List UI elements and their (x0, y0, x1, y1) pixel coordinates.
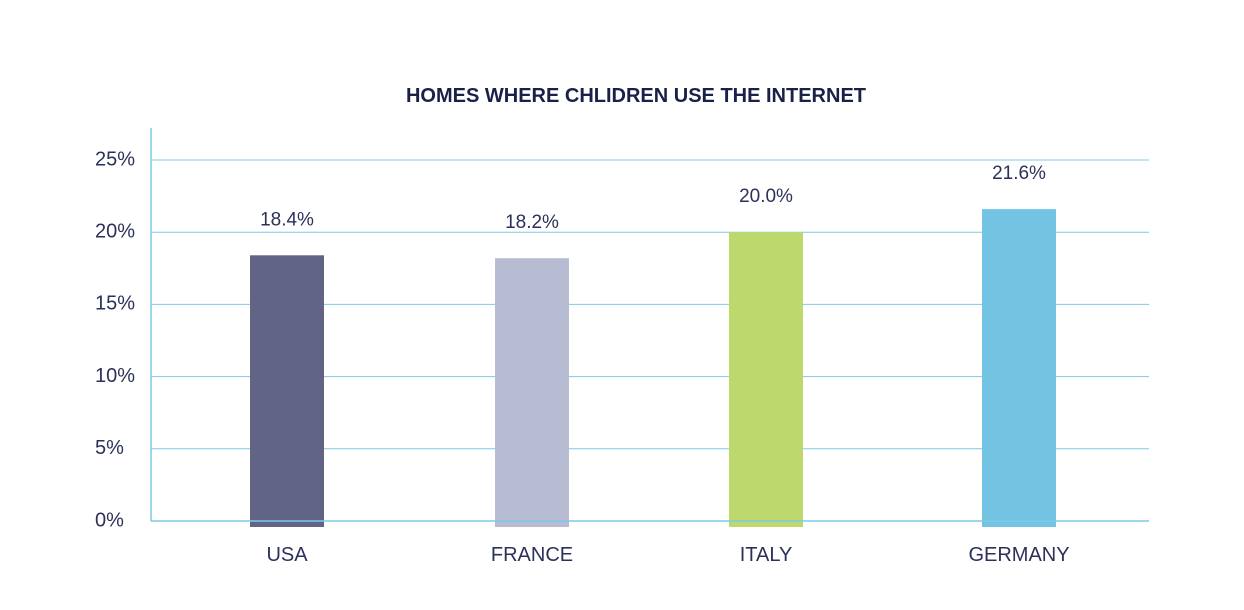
data-label: 20.0% (739, 186, 793, 207)
bar-italy (729, 232, 803, 527)
y-tick-label: 25% (95, 148, 135, 170)
bars (250, 209, 1056, 527)
y-tick-label: 20% (95, 220, 135, 242)
x-category-label: USA (266, 544, 308, 566)
x-axis-category-labels: USA FRANCE ITALY GERMANY (266, 544, 1069, 566)
data-label: 18.2% (505, 212, 559, 233)
y-tick-label: 10% (95, 365, 135, 387)
bar-germany (982, 209, 1056, 527)
x-category-label: GERMANY (968, 544, 1069, 566)
data-label: 21.6% (992, 163, 1046, 184)
x-category-label: ITALY (740, 544, 793, 566)
data-label: 18.4% (260, 209, 314, 230)
bar-usa (250, 255, 324, 527)
y-tick-label: 0% (95, 509, 124, 531)
y-tick-label: 5% (95, 437, 124, 459)
chart-title: HOMES WHERE CHLIDREN USE THE INTERNET (406, 85, 866, 107)
axes (150, 128, 1149, 522)
bar-france (495, 258, 569, 527)
data-labels: 18.4% 18.2% 20.0% 21.6% (260, 163, 1046, 233)
y-axis-tick-labels: 0% 5% 10% 15% 20% 25% (95, 148, 135, 531)
y-tick-label: 15% (95, 293, 135, 315)
x-category-label: FRANCE (491, 544, 573, 566)
